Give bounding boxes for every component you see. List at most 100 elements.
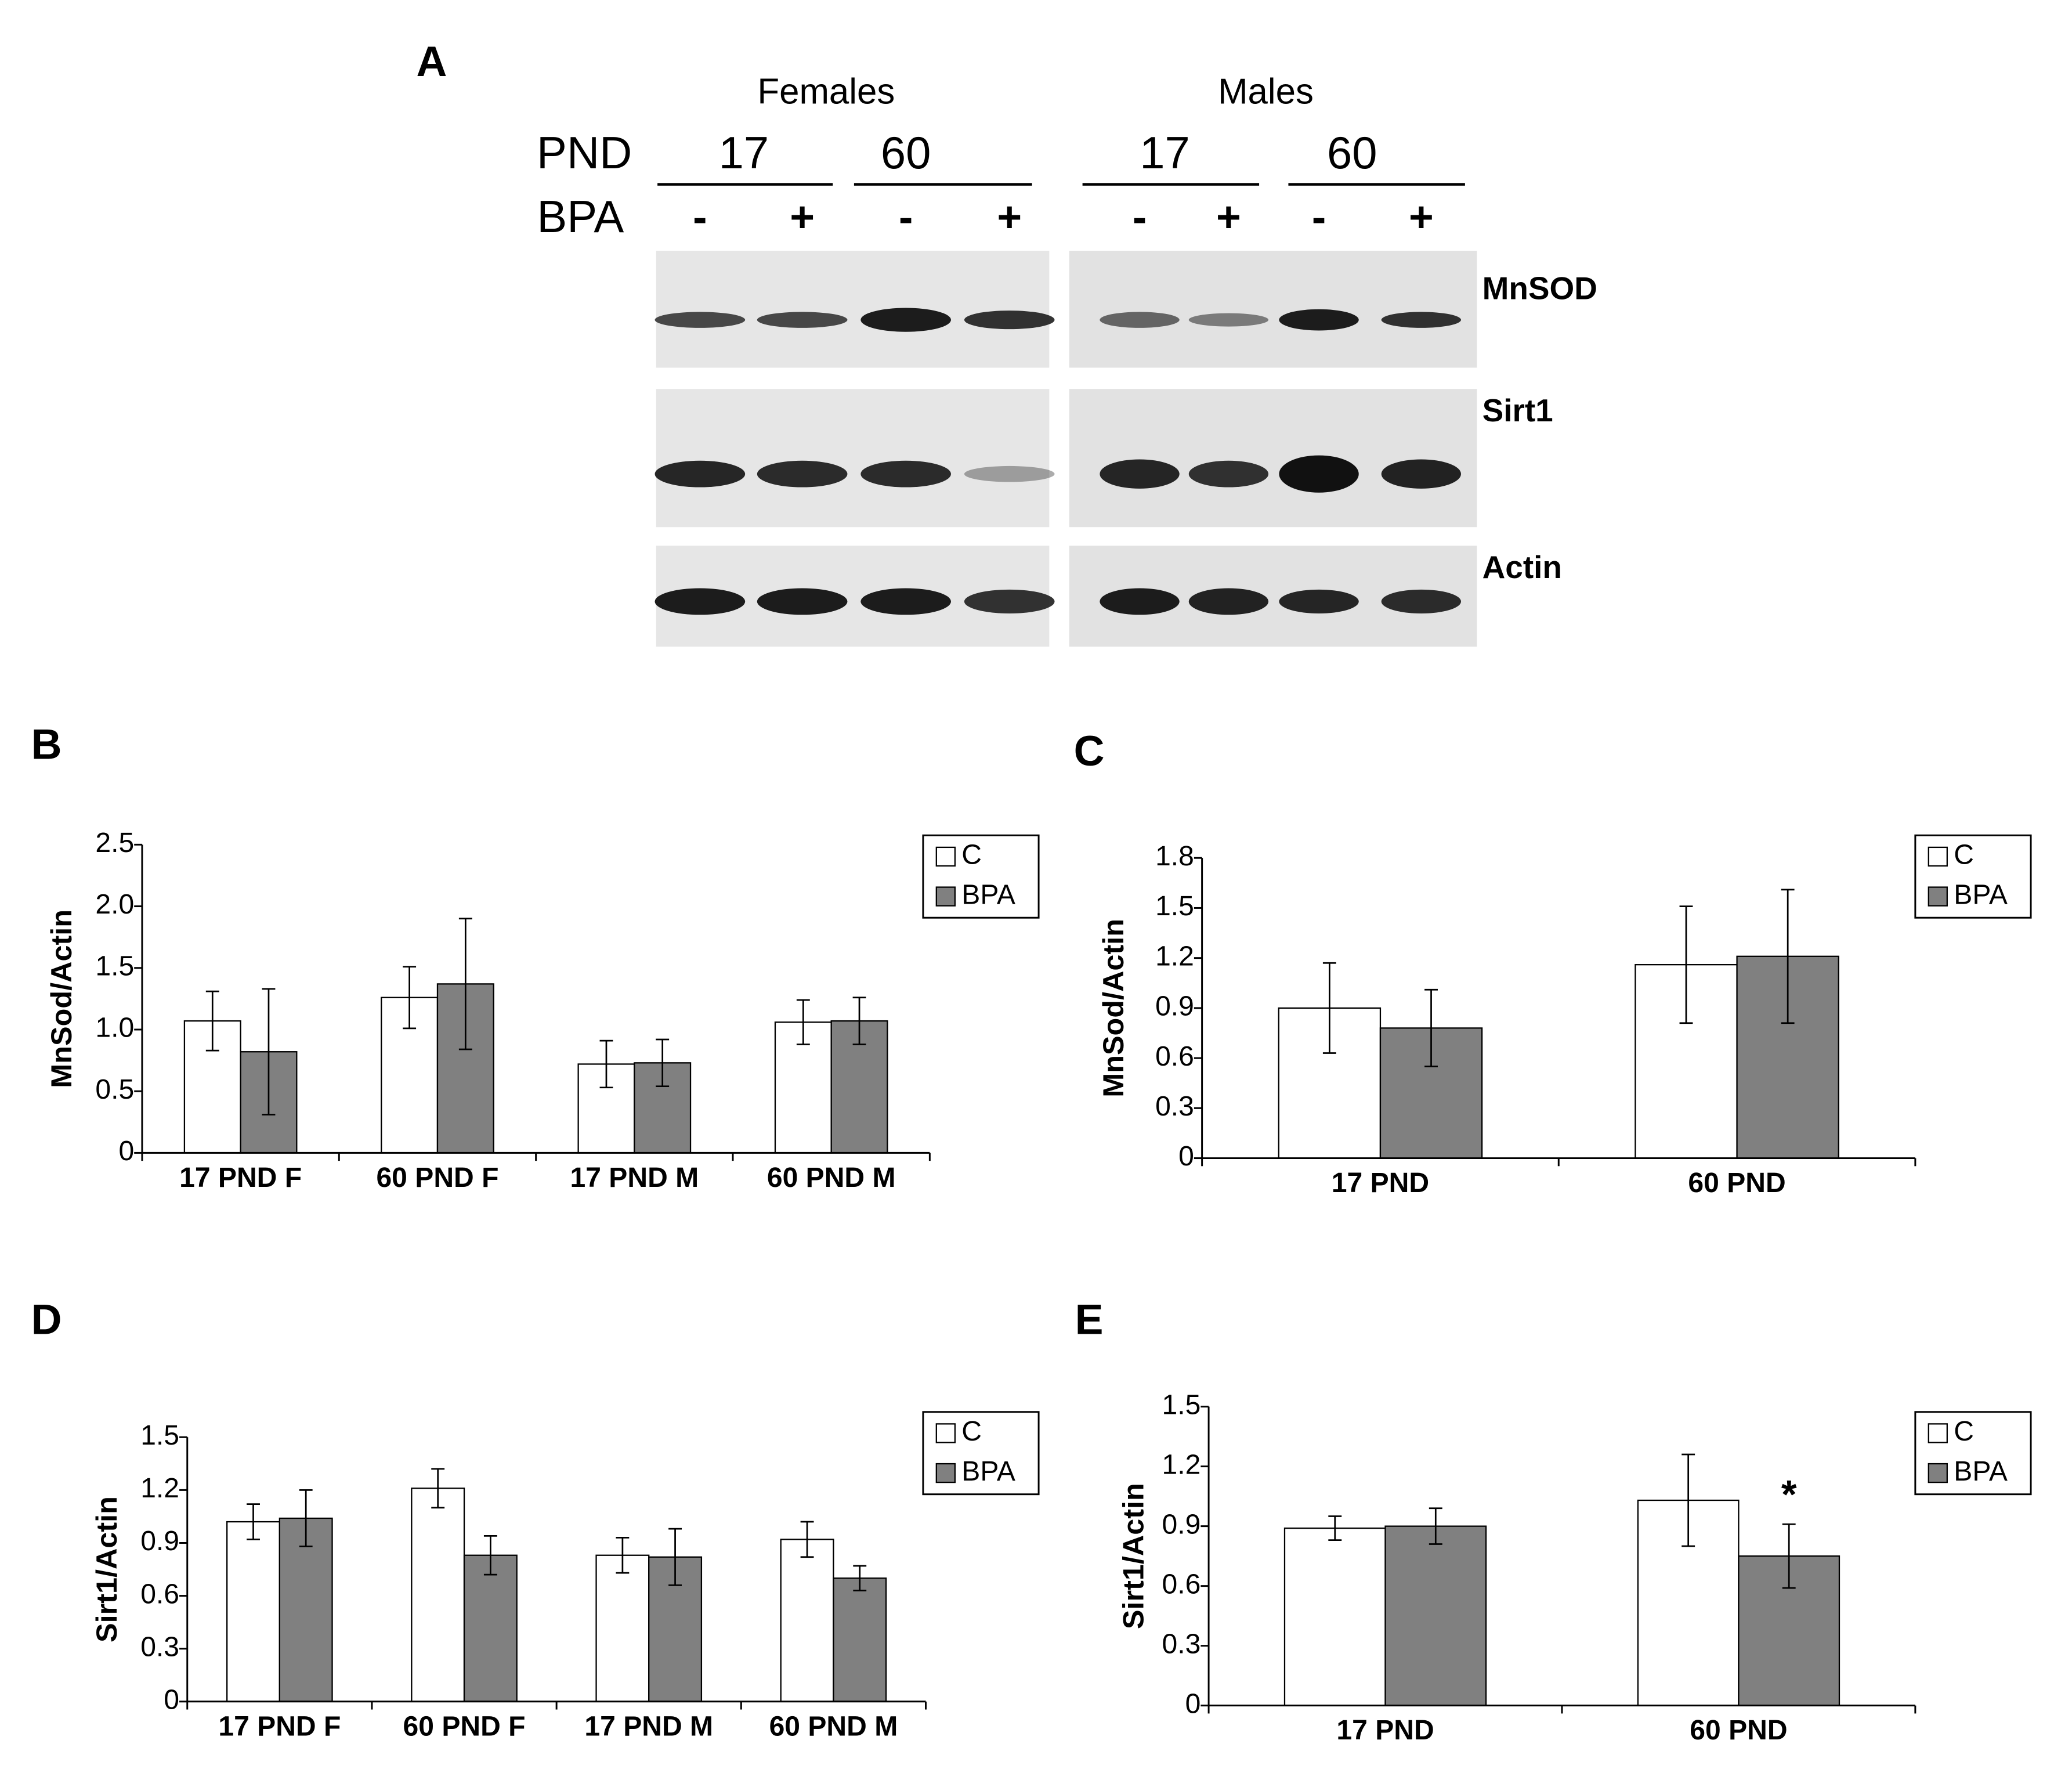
blot-band <box>1279 309 1359 331</box>
legend-swatch <box>935 1463 956 1483</box>
bar <box>226 1521 281 1702</box>
bpa-sign: + <box>997 193 1022 241</box>
bpa-sign: - <box>899 193 913 241</box>
error-bar <box>616 1536 630 1574</box>
blot-strip <box>656 251 1050 368</box>
error-bar <box>458 918 472 1050</box>
blot-band <box>1381 312 1462 328</box>
y-tick-label: 0.9 <box>1162 1508 1201 1540</box>
x-tick-label: 17 PND F <box>218 1710 341 1742</box>
panel-label: E <box>1075 1296 1104 1344</box>
y-tick-label: 0.6 <box>140 1578 179 1609</box>
blot-strip <box>1069 389 1477 528</box>
bar <box>595 1554 650 1702</box>
blot-strip <box>656 389 1050 528</box>
bar <box>1283 1527 1386 1706</box>
error-bar <box>1679 905 1693 1024</box>
blot-band <box>1381 589 1462 614</box>
legend-swatch <box>1928 846 1948 867</box>
blot-band <box>1100 588 1180 615</box>
bpa-sign: + <box>1216 193 1241 241</box>
x-tick-label: 17 PND <box>1332 1167 1429 1198</box>
error-bar <box>403 966 417 1030</box>
panel-label: C <box>1074 727 1105 775</box>
blot-band <box>1188 313 1269 327</box>
bpa-sign: - <box>1133 193 1147 241</box>
x-tick-label: 17 PND <box>1336 1714 1434 1746</box>
error-bar <box>1429 1507 1442 1545</box>
group-label: Females <box>757 71 895 111</box>
bpa-sign: + <box>1409 193 1434 241</box>
y-tick-label: 0.9 <box>1155 991 1194 1022</box>
y-tick-label: 0 <box>118 1135 134 1167</box>
y-tick-label: 1.5 <box>95 950 134 981</box>
legend-label: C <box>961 839 982 871</box>
blot-band <box>964 311 1055 330</box>
y-axis-label: MnSod/Actin <box>45 909 78 1088</box>
pnd-value: 17 <box>719 128 769 178</box>
bar <box>780 1539 834 1702</box>
x-tick-label: 60 PND M <box>769 1710 898 1742</box>
legend-label: C <box>1954 1416 1974 1447</box>
x-tick-label: 17 PND M <box>570 1162 699 1193</box>
blot-band <box>654 588 746 615</box>
y-tick-label: 1.2 <box>1155 940 1194 972</box>
bar <box>1384 1525 1487 1706</box>
error-bar <box>1682 1453 1695 1547</box>
blot-band <box>1100 312 1180 328</box>
error-bar <box>1322 962 1336 1054</box>
y-tick-label: 1.5 <box>1155 890 1194 922</box>
legend-label: C <box>961 1416 982 1447</box>
bpa-sign: + <box>790 193 815 241</box>
blot-band <box>654 460 746 488</box>
pnd-value: 60 <box>881 128 931 178</box>
y-tick-label: 0 <box>164 1684 179 1716</box>
protein-label: Actin <box>1482 549 1562 585</box>
legend-swatch <box>935 1423 956 1443</box>
y-tick-label: 0.6 <box>1155 1041 1194 1072</box>
y-tick-label: 0.3 <box>140 1631 179 1662</box>
y-axis-label: MnSod/Actin <box>1097 919 1130 1097</box>
blot-strip <box>1069 251 1477 368</box>
y-tick-label: 0.3 <box>1162 1628 1201 1659</box>
error-bar <box>796 999 810 1045</box>
blot-band <box>964 589 1055 614</box>
group-label: Males <box>1218 71 1314 111</box>
x-tick-label: 60 PND M <box>767 1162 896 1193</box>
panel-label: A <box>417 38 447 85</box>
x-tick-label: 60 PND F <box>403 1710 526 1742</box>
x-tick-label: 60 PND F <box>376 1162 498 1193</box>
panel-label: D <box>31 1296 62 1344</box>
blot-band <box>860 308 951 332</box>
error-bar <box>668 1528 682 1586</box>
error-bar <box>483 1535 497 1576</box>
legend-swatch <box>935 886 956 907</box>
y-tick-label: 1.2 <box>140 1472 179 1504</box>
bpa-sign: - <box>693 193 707 241</box>
y-tick-label: 1.2 <box>1162 1449 1201 1480</box>
bar <box>833 1577 887 1702</box>
blot-band <box>1188 460 1269 488</box>
legend-label: BPA <box>1954 879 2008 910</box>
error-bar <box>852 997 866 1045</box>
error-bar <box>1781 889 1795 1024</box>
legend-swatch <box>935 846 956 867</box>
blot-band <box>860 460 951 488</box>
blot-band <box>654 312 746 328</box>
error-bar <box>1328 1515 1342 1541</box>
legend-swatch <box>1928 886 1948 907</box>
x-tick-label: 60 PND <box>1690 1714 1787 1746</box>
x-tick-label: 17 PND M <box>584 1710 713 1742</box>
pnd-label: PND <box>537 128 632 178</box>
pnd-value: 60 <box>1327 128 1377 178</box>
error-bar <box>599 1039 613 1089</box>
protein-label: MnSOD <box>1482 270 1597 306</box>
blot-band <box>1188 588 1269 615</box>
y-tick-label: 1.8 <box>1155 840 1194 872</box>
y-tick-label: 1.5 <box>1162 1389 1201 1420</box>
bpa-sign: - <box>1312 193 1326 241</box>
blot-band <box>860 588 951 615</box>
bar <box>463 1554 518 1702</box>
